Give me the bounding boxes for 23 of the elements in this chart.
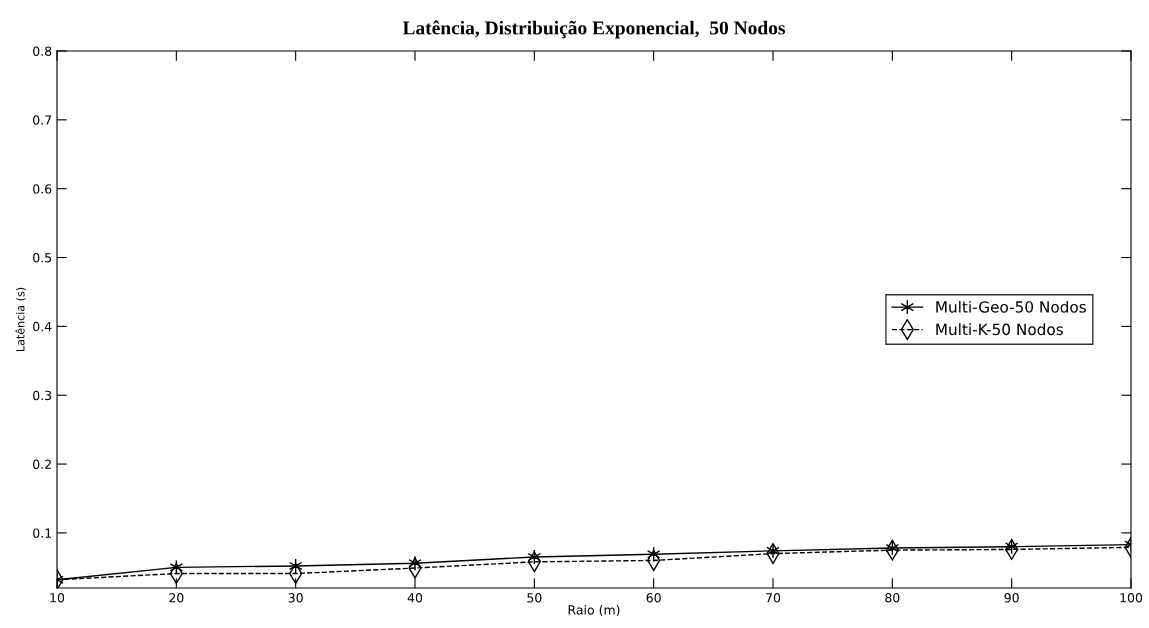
legend-label: Multi-K-50 Nodos — [936, 323, 1063, 336]
x-axis-title: Raio (m) — [568, 604, 620, 617]
y-axis-title: Latência (s) — [15, 287, 26, 352]
x-tick-label: 90 — [1004, 593, 1019, 603]
legend-label: Multi-Geo-50 Nodos — [936, 300, 1086, 313]
y-tick-label: 0.5 — [33, 253, 52, 263]
x-tick-label: 30 — [288, 593, 303, 603]
y-tick-label: 0.3 — [33, 390, 52, 401]
y-tick-label: 0.6 — [33, 184, 52, 194]
x-tick-label: 100 — [1120, 593, 1143, 603]
x-tick-label: 70 — [766, 593, 781, 603]
x-tick-label: 60 — [646, 593, 661, 603]
x-tick-label: 40 — [407, 593, 423, 603]
y-tick-label: 0.1 — [33, 528, 51, 538]
y-tick-label: 0.2 — [33, 459, 51, 469]
x-tick-label: 50 — [527, 593, 542, 603]
y-tick-label: 0.8 — [33, 46, 52, 56]
chart-title: Latência, Distribuição Exponencial, 50 Nodos — [402, 20, 786, 39]
y-tick-label: 0.7 — [33, 115, 52, 125]
x-tick-label: 20 — [169, 593, 184, 603]
y-tick-label: 0.4 — [33, 321, 52, 332]
x-tick-label: 10 — [50, 593, 65, 603]
x-tick-label: 80 — [885, 593, 900, 603]
